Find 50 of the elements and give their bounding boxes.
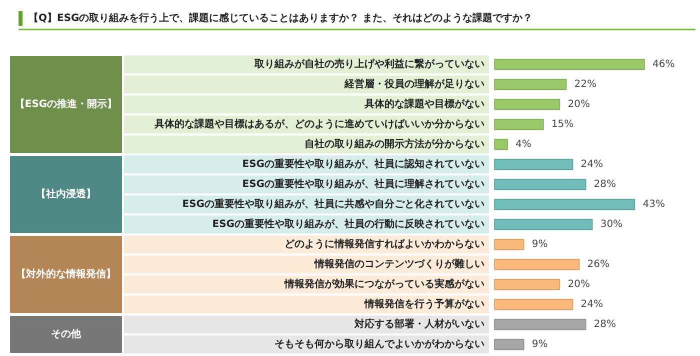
data-label: 30% (600, 219, 623, 230)
text: 【対外的な情報発信】 (16, 268, 116, 280)
y-tick-label: 具体的な課題や目標はあるが、どのように進めていけばいいか分からない (154, 118, 484, 130)
data-label: 28% (594, 319, 616, 330)
y-tick-label: 情報発信のコンテンツづくりが難しい (314, 258, 484, 270)
y-tick-label: ESGの重要性や取り組みが、社員に理解されていない (242, 178, 485, 190)
data-label: 9% (532, 339, 548, 350)
y-tick-label: 具体的な課題や目標がない (364, 98, 484, 110)
data-label: 9% (532, 239, 548, 250)
bar (494, 78, 567, 90)
bar (494, 218, 593, 230)
bar (494, 178, 586, 190)
y-tick-label: 経営層・役員の理解が足りない (344, 78, 484, 90)
data-label: 46% (652, 59, 675, 70)
bar (494, 258, 580, 270)
y-tick-label: ESGの重要性や取り組みが、社員の行動に反映されていない (212, 218, 485, 230)
bar (494, 118, 544, 130)
data-label: 15% (551, 119, 574, 130)
bar (494, 158, 574, 170)
data-label: 20% (568, 279, 590, 290)
data-label: 22% (574, 79, 596, 90)
data-label: 24% (580, 299, 603, 310)
data-label: 20% (568, 99, 590, 110)
bar (494, 58, 645, 70)
data-label: 4% (516, 139, 532, 150)
bar (494, 298, 574, 310)
y-tick-label: 情報発信が効果につながっている実感がない (284, 278, 484, 290)
y-tick-label: ESGの重要性や取り組みが、社員に共感や自分ごと化されていない (182, 198, 485, 210)
data-label: 26% (587, 259, 610, 270)
y-tick-label: 対応する部署・人材がいない (354, 318, 484, 330)
bar (494, 98, 560, 110)
data-label: 43% (642, 199, 665, 210)
y-tick-label: 自社の取り組みの開示方法が分からない (304, 138, 484, 150)
y-tick-label: どのように情報発信すればよいかわからない (284, 238, 484, 250)
y-tick-label: 取り組みが自社の売り上げや利益に繋がっていない (254, 58, 484, 70)
y-tick-label: そもそも何から取り組んでよいかがわからない (274, 338, 484, 350)
text: 【ESGの推進・開示】 (14, 98, 118, 110)
text: 【社内浸透】 (36, 188, 96, 200)
text: 【Q】ESGの取り組みを行う上で、課題に感じていることはありますか？ また、それはどのような課題ですか？ (28, 12, 533, 24)
bar (494, 338, 524, 350)
bar (494, 238, 524, 250)
data-label: 28% (594, 179, 616, 190)
bar (494, 138, 508, 150)
y-tick-label: 情報発信を行う予算がない (364, 298, 484, 310)
bar (494, 198, 636, 210)
y-tick-label: ESGの重要性や取り組みが、社員に認知されていない (242, 158, 485, 170)
bar (494, 318, 586, 330)
text: その他 (51, 328, 82, 340)
data-label: 24% (580, 159, 603, 170)
bar (494, 278, 560, 290)
